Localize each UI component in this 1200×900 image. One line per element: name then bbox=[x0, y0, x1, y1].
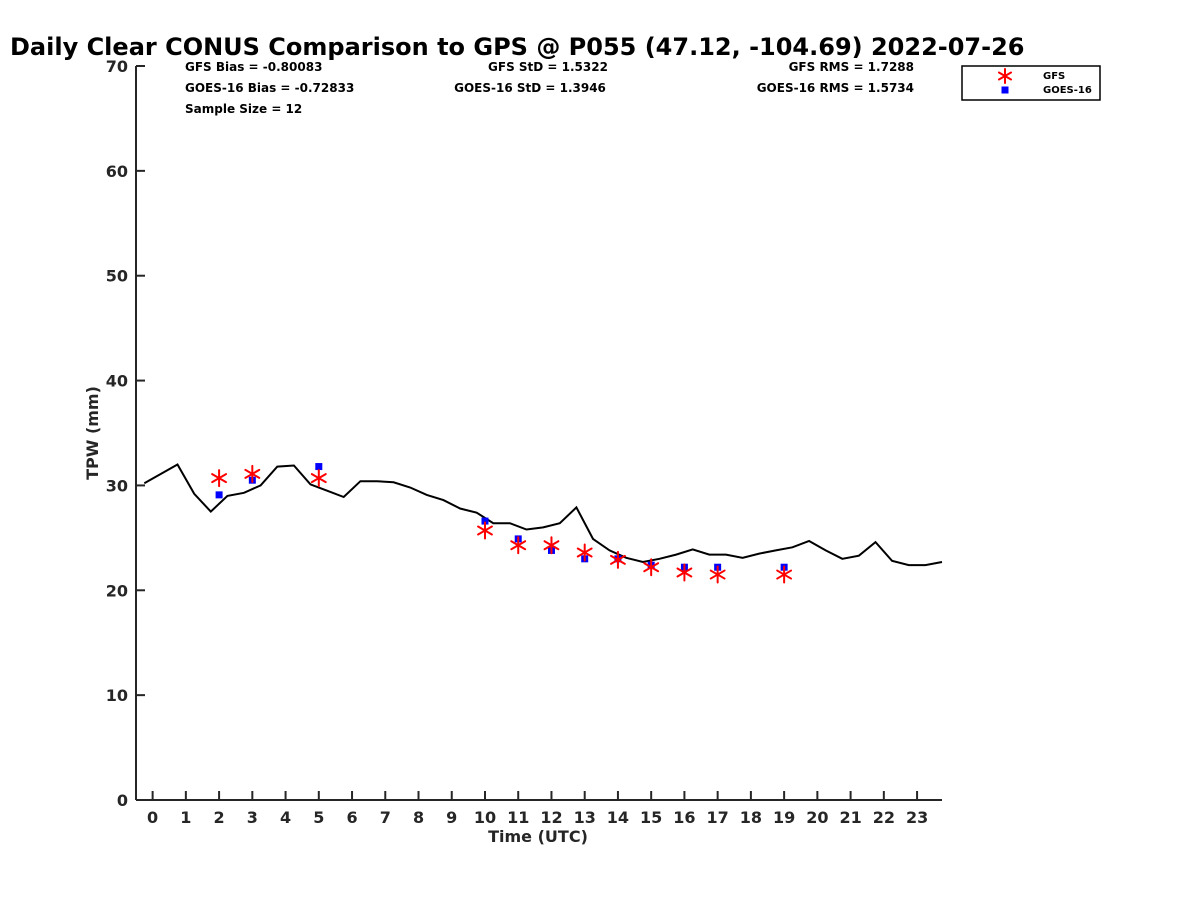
gfs-point-3-stroke-2 bbox=[477, 525, 493, 536]
y-tick-label-5: 50 bbox=[106, 267, 128, 286]
series-layer bbox=[143, 463, 943, 584]
y-axis-label: TPW (mm) bbox=[83, 386, 102, 480]
y-tick-label-6: 60 bbox=[106, 162, 128, 181]
x-tick-label-17: 17 bbox=[707, 808, 729, 827]
x-tick-label-0: 0 bbox=[147, 808, 158, 827]
x-tick-label-22: 22 bbox=[873, 808, 895, 827]
gfs-point-6 bbox=[576, 543, 593, 562]
stat-6: Sample Size = 12 bbox=[185, 102, 302, 116]
y-tick-label-0: 0 bbox=[117, 791, 128, 810]
x-tick-label-11: 11 bbox=[507, 808, 529, 827]
x-tick-label-7: 7 bbox=[380, 808, 391, 827]
legend-gfs-marker-stroke-2 bbox=[997, 71, 1013, 81]
gfs-point-8-stroke-2 bbox=[643, 562, 660, 573]
statistics-panel: GFS Bias = -0.80083 GFS StD = 1.5322 GFS R… bbox=[185, 60, 914, 116]
x-tick-label-9: 9 bbox=[446, 808, 457, 827]
stat-3: GOES-16 Bias = -0.72833 bbox=[185, 81, 354, 95]
gfs-point-5-stroke-2 bbox=[543, 540, 560, 551]
gfs-point-9-stroke-2 bbox=[676, 567, 693, 578]
y-tick-label-2: 20 bbox=[106, 581, 128, 600]
x-tick-label-4: 4 bbox=[280, 808, 291, 827]
gfs-point-1 bbox=[244, 464, 261, 483]
legend-label-0: GFS bbox=[1043, 71, 1065, 82]
gfs-point-0-stroke-2 bbox=[211, 473, 228, 484]
gfs-point-8 bbox=[643, 558, 660, 577]
gfs-point-7 bbox=[610, 550, 626, 569]
x-tick-label-3: 3 bbox=[247, 808, 258, 827]
gfs-point-7-stroke-2 bbox=[610, 554, 626, 565]
stat-0: GFS Bias = -0.80083 bbox=[185, 60, 322, 74]
gfs-point-4-stroke-2 bbox=[510, 540, 527, 551]
gfs-point-2-stroke-2 bbox=[310, 473, 327, 484]
gfs-point-3 bbox=[477, 521, 493, 540]
stat-4: GOES-16 StD = 1.3946 bbox=[454, 81, 606, 95]
goes16-point-0 bbox=[215, 491, 223, 499]
gfs-point-11 bbox=[776, 565, 793, 584]
x-tick-label-20: 20 bbox=[806, 808, 828, 827]
x-tick-label-2: 2 bbox=[214, 808, 225, 827]
gps-tpw-line bbox=[143, 463, 943, 567]
gfs-point-2 bbox=[310, 469, 327, 488]
goes16-point-3 bbox=[481, 517, 489, 525]
legend-gfs-marker bbox=[997, 68, 1013, 84]
gfs-point-9 bbox=[676, 563, 693, 582]
x-tick-label-6: 6 bbox=[346, 808, 357, 827]
gfs-point-10 bbox=[709, 565, 726, 584]
x-axis-label: Time (UTC) bbox=[488, 827, 588, 846]
y-tick-label-1: 10 bbox=[106, 686, 128, 705]
stat-2: GFS RMS = 1.7288 bbox=[789, 60, 914, 74]
x-tick-label-10: 10 bbox=[474, 808, 496, 827]
x-tick-label-8: 8 bbox=[413, 808, 424, 827]
x-tick-label-21: 21 bbox=[839, 808, 861, 827]
x-tick-label-15: 15 bbox=[640, 808, 662, 827]
gfs-point-4 bbox=[510, 536, 527, 555]
y-tick-label-7: 70 bbox=[106, 57, 128, 76]
stat-1: GFS StD = 1.5322 bbox=[488, 60, 608, 74]
gfs-point-5 bbox=[543, 536, 560, 555]
x-tick-label-1: 1 bbox=[180, 808, 191, 827]
y-tick-label-4: 40 bbox=[106, 372, 128, 391]
gfs-point-0 bbox=[211, 469, 228, 488]
y-tick-label-3: 30 bbox=[106, 476, 128, 495]
x-tick-label-12: 12 bbox=[540, 808, 562, 827]
legend-label-1: GOES-16 bbox=[1043, 85, 1092, 96]
gfs-point-6-stroke-2 bbox=[576, 547, 593, 558]
legend: GFS GOES-16 bbox=[961, 65, 1101, 101]
legend-box bbox=[961, 65, 1101, 101]
x-tick-label-14: 14 bbox=[607, 808, 629, 827]
stat-5: GOES-16 RMS = 1.5734 bbox=[757, 81, 914, 95]
x-tick-label-23: 23 bbox=[906, 808, 928, 827]
goes16-point-2 bbox=[315, 463, 323, 471]
gfs-point-1-stroke-2 bbox=[244, 468, 261, 479]
gfs-point-11-stroke-2 bbox=[776, 569, 793, 580]
x-tick-label-13: 13 bbox=[574, 808, 596, 827]
x-tick-label-5: 5 bbox=[313, 808, 324, 827]
x-tick-label-19: 19 bbox=[773, 808, 795, 827]
legend-goes16-marker bbox=[1001, 86, 1009, 94]
x-tick-label-18: 18 bbox=[740, 808, 762, 827]
gfs-point-10-stroke-2 bbox=[709, 569, 726, 580]
x-tick-label-16: 16 bbox=[673, 808, 695, 827]
chart-title: Daily Clear CONUS Comparison to GPS @ P0… bbox=[10, 33, 1024, 61]
